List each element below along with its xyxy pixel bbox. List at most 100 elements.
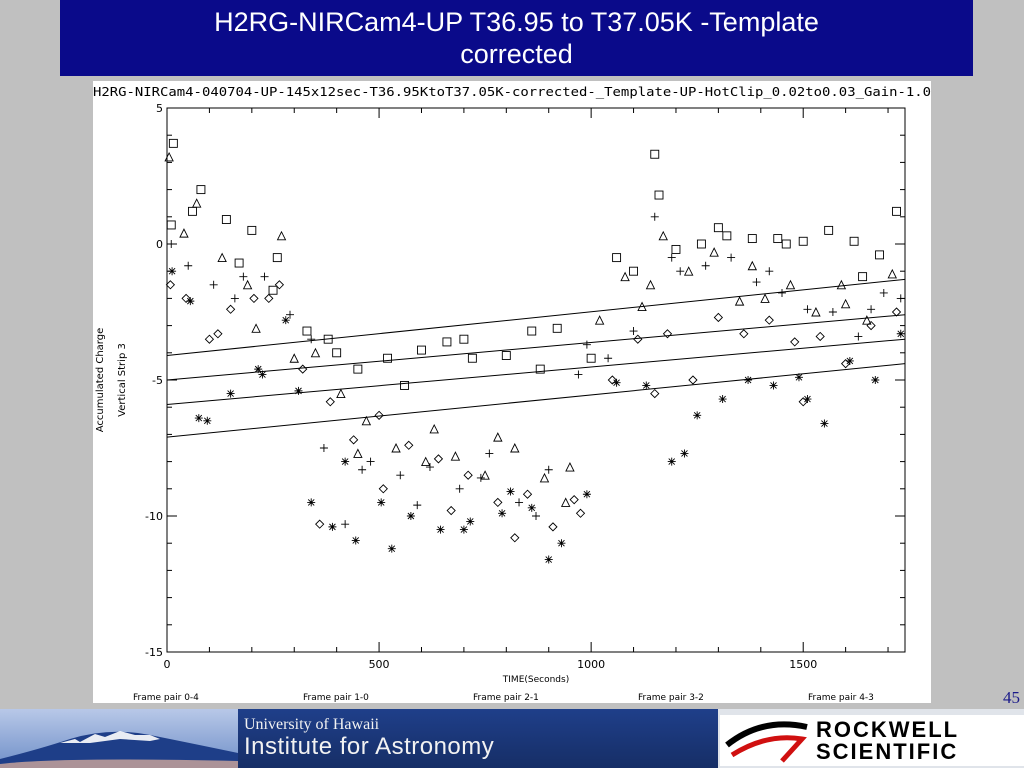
point-triangle — [887, 268, 898, 279]
y-tick-label: -5 — [152, 374, 163, 387]
point-triangle — [242, 279, 253, 290]
point-triangle — [620, 271, 630, 282]
point-square — [654, 190, 664, 200]
point-triangle — [785, 279, 796, 290]
point-asterisk — [406, 512, 415, 520]
point-asterisk — [459, 525, 468, 534]
point-triangle — [862, 315, 872, 325]
point-triangle — [747, 260, 758, 271]
point-square — [353, 364, 363, 374]
point-triangle — [310, 347, 321, 358]
point-diamond — [374, 410, 384, 420]
point-asterisk — [351, 536, 360, 545]
point-diamond — [463, 470, 473, 480]
point-asterisk — [307, 498, 316, 507]
point-diamond — [404, 440, 414, 450]
fit-line — [166, 363, 906, 438]
point-diamond — [633, 334, 643, 344]
point-triangle — [510, 442, 520, 453]
point-plus — [667, 253, 676, 262]
point-diamond — [204, 334, 215, 344]
point-square — [272, 253, 282, 263]
point-plus — [650, 212, 659, 221]
point-asterisk — [436, 525, 445, 534]
point-plus — [803, 305, 812, 314]
point-asterisk — [693, 411, 702, 420]
frame-pair-label: Frame pair 3-2 — [638, 693, 704, 703]
point-asterisk — [680, 449, 689, 458]
point-triangle — [276, 230, 287, 241]
point-plus — [366, 457, 375, 466]
point-plus — [396, 471, 405, 480]
point-plus — [515, 498, 524, 507]
point-asterisk — [294, 386, 303, 395]
scientific-wordmark: SCIENTIFIC — [816, 739, 959, 764]
slide-title-line2: corrected — [460, 39, 573, 69]
point-triangle — [594, 315, 605, 325]
point-triangle — [251, 323, 261, 333]
point-square — [383, 353, 393, 363]
point-plus — [260, 272, 269, 281]
point-square — [247, 225, 257, 235]
point-triangle — [353, 448, 363, 458]
point-asterisk — [718, 395, 727, 404]
point-diamond — [378, 484, 388, 494]
rockwell-wordmark: ROCKWELL — [816, 717, 960, 742]
point-square — [323, 334, 333, 344]
point-diamond — [662, 329, 673, 339]
point-triangle — [429, 423, 439, 434]
footer: University of Hawaii Institute for Astro… — [0, 709, 1024, 768]
plot-panel: H2RG-NIRCam4-040704-UP-145x12sec-T36.95K… — [93, 81, 931, 703]
point-diamond — [165, 280, 176, 290]
point-square — [892, 206, 901, 216]
point-plus — [544, 465, 553, 474]
point-triangle — [760, 293, 770, 303]
point-triangle — [840, 298, 851, 309]
point-plus — [485, 449, 494, 458]
point-plus — [676, 267, 685, 276]
point-plus — [879, 288, 888, 297]
point-triangle — [836, 279, 847, 290]
point-diamond — [274, 280, 285, 290]
point-triangle — [217, 252, 227, 263]
point-plus — [307, 335, 316, 344]
point-diamond — [249, 293, 259, 304]
point-square — [268, 285, 278, 295]
point-plus — [319, 444, 328, 452]
point-plus — [701, 261, 710, 270]
point-asterisk — [544, 555, 553, 564]
point-asterisk — [845, 356, 854, 365]
point-asterisk — [466, 517, 475, 526]
point-square — [234, 258, 244, 268]
point-asterisk — [258, 370, 267, 379]
rockwell-swoosh-icon — [725, 721, 808, 763]
chart-title: H2RG-NIRCam4-040704-UP-145x12sec-T36.95K… — [93, 85, 931, 99]
point-diamond — [298, 364, 308, 374]
x-tick-label: 1000 — [577, 658, 605, 671]
point-plus — [425, 463, 434, 472]
point-plus — [778, 288, 786, 297]
point-triangle — [709, 247, 719, 257]
point-square — [858, 272, 868, 282]
point-asterisk — [527, 503, 536, 512]
point-diamond — [325, 397, 335, 407]
university-name: University of Hawaii — [244, 716, 380, 733]
point-diamond — [522, 489, 533, 499]
point-square — [467, 353, 477, 363]
point-asterisk — [871, 376, 880, 384]
y-axis-label-2: Vertical Strip 3 — [117, 343, 128, 417]
slide-number: 45 — [1003, 688, 1020, 707]
point-diamond — [181, 293, 191, 304]
point-square — [302, 326, 312, 336]
point-plus — [358, 465, 367, 474]
point-square — [781, 239, 791, 249]
frame-pair-label: Frame pair 2-1 — [473, 693, 539, 703]
point-asterisk — [642, 381, 651, 390]
point-plus — [896, 294, 905, 303]
point-square — [650, 149, 660, 159]
point-square — [696, 239, 706, 249]
point-asterisk — [377, 498, 386, 507]
x-axis-label: TIME(Seconds) — [502, 675, 569, 685]
point-diamond — [891, 307, 902, 317]
point-plus — [604, 354, 613, 363]
